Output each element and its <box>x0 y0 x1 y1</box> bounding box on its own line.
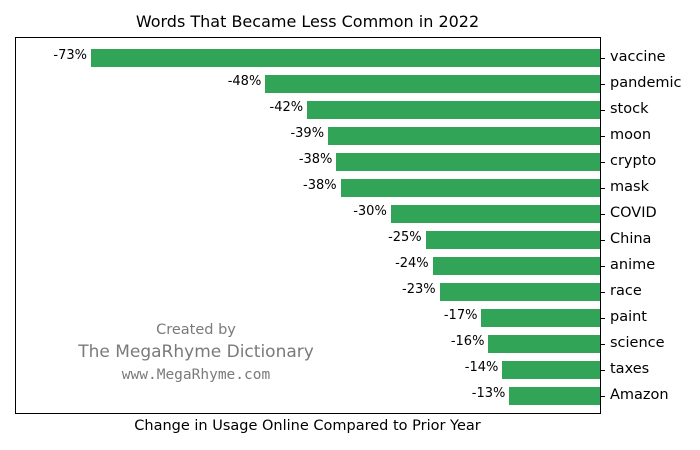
y-axis-tick <box>600 396 605 397</box>
y-axis-tick-label: mask <box>610 179 649 195</box>
bar-value-label: -24% <box>395 256 429 271</box>
bar-value-label: -16% <box>450 334 485 349</box>
bar <box>91 49 600 67</box>
y-axis-tick <box>600 214 605 215</box>
y-axis-tick-label: Amazon <box>610 387 669 403</box>
y-axis-tick-label: science <box>610 335 665 351</box>
y-axis-tick <box>600 188 605 189</box>
y-axis-tick <box>600 162 605 163</box>
y-axis-tick-label: stock <box>610 101 649 117</box>
y-axis-tick-label: pandemic <box>610 75 682 91</box>
y-axis-tick <box>600 266 605 267</box>
bar <box>390 205 600 223</box>
y-axis-tick-label: taxes <box>610 361 650 377</box>
bar <box>488 335 600 353</box>
y-axis-tick-label: vaccine <box>610 49 666 65</box>
bar-value-label: -48% <box>227 74 262 89</box>
bar-value-label: -25% <box>388 230 422 245</box>
bar-value-label: -17% <box>443 308 478 323</box>
bar-value-label: -38% <box>298 152 333 167</box>
y-axis-tick <box>600 344 605 345</box>
y-axis-tick <box>600 136 605 137</box>
bar-value-label: -30% <box>353 204 387 219</box>
y-axis-tick-label: paint <box>610 309 647 325</box>
credit-line-1: Created by <box>156 322 236 338</box>
y-axis-tick-label: anime <box>610 257 656 273</box>
chart-title: Words That Became Less Common in 2022 <box>135 12 480 31</box>
bar-value-label: -38% <box>303 178 337 193</box>
bar <box>336 153 600 171</box>
bar-value-label: -13% <box>471 386 506 401</box>
y-axis-tick-label: crypto <box>610 153 657 169</box>
bar-value-label: -73% <box>53 48 87 63</box>
y-axis-tick <box>600 84 605 85</box>
y-axis-tick <box>600 240 605 241</box>
bar <box>481 309 600 327</box>
bar-value-label: -42% <box>269 100 304 115</box>
bar <box>265 75 600 93</box>
y-axis-tick-label: race <box>610 283 642 299</box>
bar <box>432 257 600 275</box>
x-axis-label: Change in Usage Online Compared to Prior… <box>134 418 481 434</box>
y-axis-tick <box>600 370 605 371</box>
bar-value-label: -39% <box>290 126 325 141</box>
bar <box>425 231 600 249</box>
y-axis-tick <box>600 318 605 319</box>
credit-line-2: The MegaRhyme Dictionary <box>78 342 314 362</box>
y-axis-tick-label: COVID <box>610 205 657 221</box>
y-axis-tick-label: China <box>610 231 652 247</box>
bar <box>307 101 600 119</box>
bar <box>328 127 600 145</box>
bar <box>340 179 600 197</box>
y-axis-tick <box>600 58 605 59</box>
y-axis-tick <box>600 292 605 293</box>
bar <box>509 387 600 405</box>
bar-value-label: -23% <box>402 282 436 297</box>
bar-value-label: -14% <box>464 360 499 375</box>
y-axis-tick-label: moon <box>610 127 652 143</box>
credit-url: www.MegaRhyme.com <box>121 367 271 383</box>
bar <box>439 283 600 301</box>
bar <box>502 361 600 379</box>
plot-area <box>15 37 601 414</box>
y-axis-tick <box>600 110 605 111</box>
